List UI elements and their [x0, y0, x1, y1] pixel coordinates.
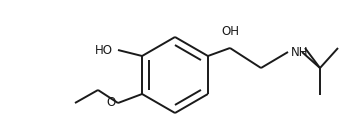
Text: HO: HO [95, 44, 113, 56]
Text: O: O [107, 96, 116, 109]
Text: OH: OH [221, 25, 239, 38]
Text: NH: NH [291, 45, 308, 58]
